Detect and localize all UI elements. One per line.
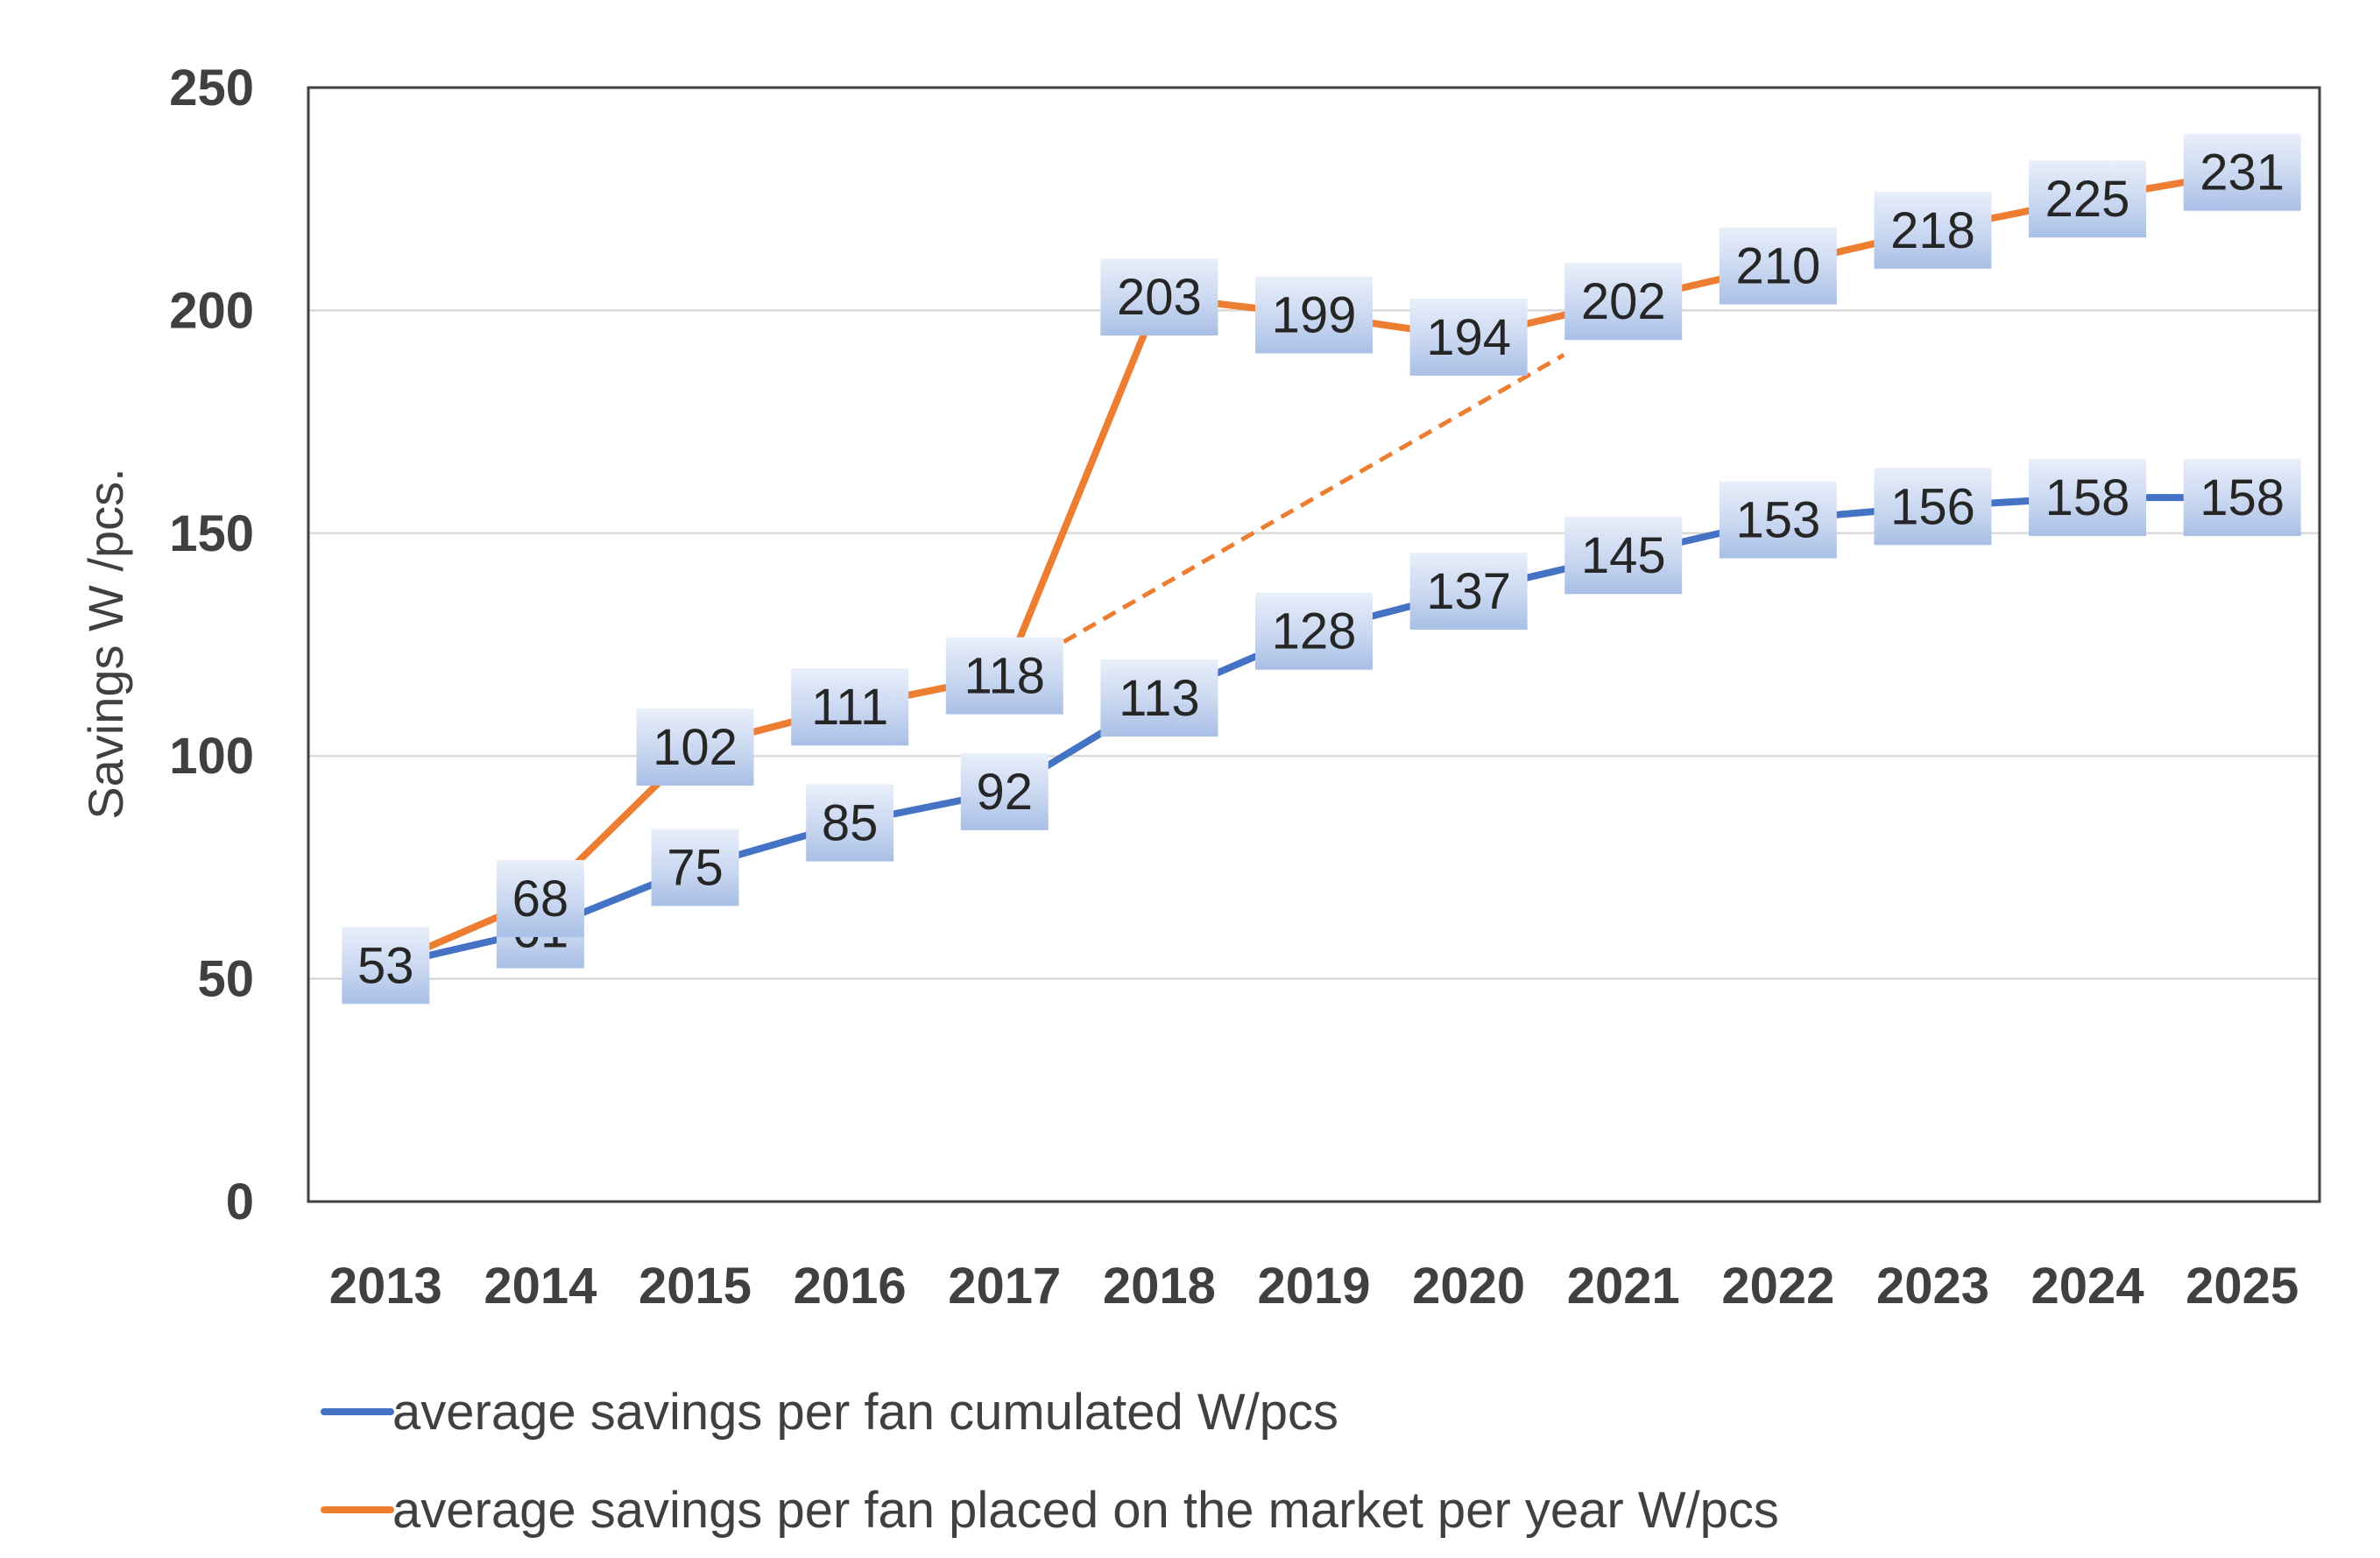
data-label-box <box>2029 160 2147 238</box>
data-label-box <box>2029 459 2147 537</box>
data-label-box <box>1564 263 1683 341</box>
x-tick-label: 2014 <box>484 1258 597 1315</box>
y-tick-label: 200 <box>169 282 254 339</box>
data-label-box <box>1874 468 1992 546</box>
plot-area-border <box>307 86 2321 1203</box>
data-label: 113 <box>1119 670 1199 727</box>
data-label-box <box>1719 481 1837 559</box>
gridlines <box>308 86 2320 980</box>
x-tick-label: 2018 <box>1103 1258 1216 1315</box>
x-tick-label: 2020 <box>1412 1258 1525 1315</box>
data-label: 156 <box>1890 478 1975 535</box>
data-label-box <box>945 637 1063 715</box>
x-tick-label: 2021 <box>1567 1258 1680 1315</box>
x-tick-label: 2024 <box>2031 1258 2144 1315</box>
data-label: 68 <box>512 871 569 927</box>
x-tick-label: 2017 <box>948 1258 1061 1315</box>
data-label-box <box>1409 552 1528 630</box>
data-label-box <box>1409 298 1528 376</box>
y-axis-label: Savings W /pcs. <box>78 468 133 819</box>
data-label: 118 <box>964 648 1045 705</box>
data-label: 210 <box>1735 238 1820 295</box>
data-label-box <box>1564 517 1683 595</box>
x-tick-label: 2019 <box>1257 1258 1370 1315</box>
x-tick-label: 2013 <box>329 1258 442 1315</box>
legend-label: average savings per fan cumulated W/pcs <box>392 1384 1338 1441</box>
data-label-box <box>496 860 584 938</box>
y-tick-label: 100 <box>169 728 254 785</box>
x-tick-label: 2015 <box>639 1258 752 1315</box>
data-label-box <box>1719 227 1837 305</box>
data-label: 225 <box>2045 171 2130 228</box>
data-label: 231 <box>2200 145 2285 201</box>
data-labels: 6175859211312813714515315615815853681021… <box>342 133 2301 1005</box>
data-label: 85 <box>822 795 879 852</box>
data-label: 158 <box>2200 469 2285 526</box>
data-label: 111 <box>811 679 888 736</box>
y-tick-label: 0 <box>226 1174 254 1230</box>
data-label-box <box>342 927 430 1005</box>
x-tick-label: 2016 <box>794 1258 907 1315</box>
data-label-box <box>1874 191 1992 269</box>
x-tick-label: 2022 <box>1721 1258 1834 1315</box>
data-label: 128 <box>1272 603 1357 660</box>
x-tick-label: 2025 <box>2186 1258 2299 1315</box>
y-tick-label: 50 <box>197 951 254 1008</box>
data-label-box <box>2183 459 2301 537</box>
data-label: 199 <box>1272 286 1357 343</box>
data-label-box <box>960 752 1049 830</box>
data-label: 102 <box>653 719 738 776</box>
data-label: 194 <box>1426 309 1511 366</box>
data-label: 218 <box>1890 202 1975 259</box>
data-label-box <box>791 668 909 746</box>
data-label-box <box>806 784 894 862</box>
y-tick-label: 150 <box>169 505 254 562</box>
axes <box>307 86 2321 1203</box>
y-tick-label: 250 <box>169 60 254 116</box>
y-tick-labels: 0 50 100 150 200 250 <box>169 60 254 1230</box>
data-label: 153 <box>1735 492 1820 549</box>
data-label: 137 <box>1426 563 1511 620</box>
data-label: 203 <box>1117 269 1202 326</box>
data-label: 145 <box>1581 527 1666 584</box>
data-label: 75 <box>667 839 724 896</box>
data-label-box <box>1100 659 1218 737</box>
dashed-trend-line <box>1003 353 1565 678</box>
data-label: 53 <box>357 937 414 994</box>
data-label: 92 <box>977 764 1034 821</box>
trend-lines <box>1003 353 1565 678</box>
data-label-box <box>1255 276 1373 354</box>
legend-label: average savings per fan placed on the ma… <box>392 1482 1779 1539</box>
data-label-box <box>2183 133 2301 211</box>
x-tick-label: 2023 <box>1876 1258 1989 1315</box>
legend: average savings per fan cumulated W/pcs a… <box>321 1384 1779 1539</box>
x-tick-labels: 2013 2014 2015 2016 2017 2018 2019 2020 2021 2022… <box>329 1258 2299 1315</box>
data-label: 202 <box>1581 273 1666 330</box>
data-label-box <box>651 828 739 906</box>
data-label: 158 <box>2045 469 2130 526</box>
data-label-box <box>1255 592 1373 670</box>
data-label-box <box>1100 258 1218 336</box>
data-label-box <box>636 709 754 786</box>
